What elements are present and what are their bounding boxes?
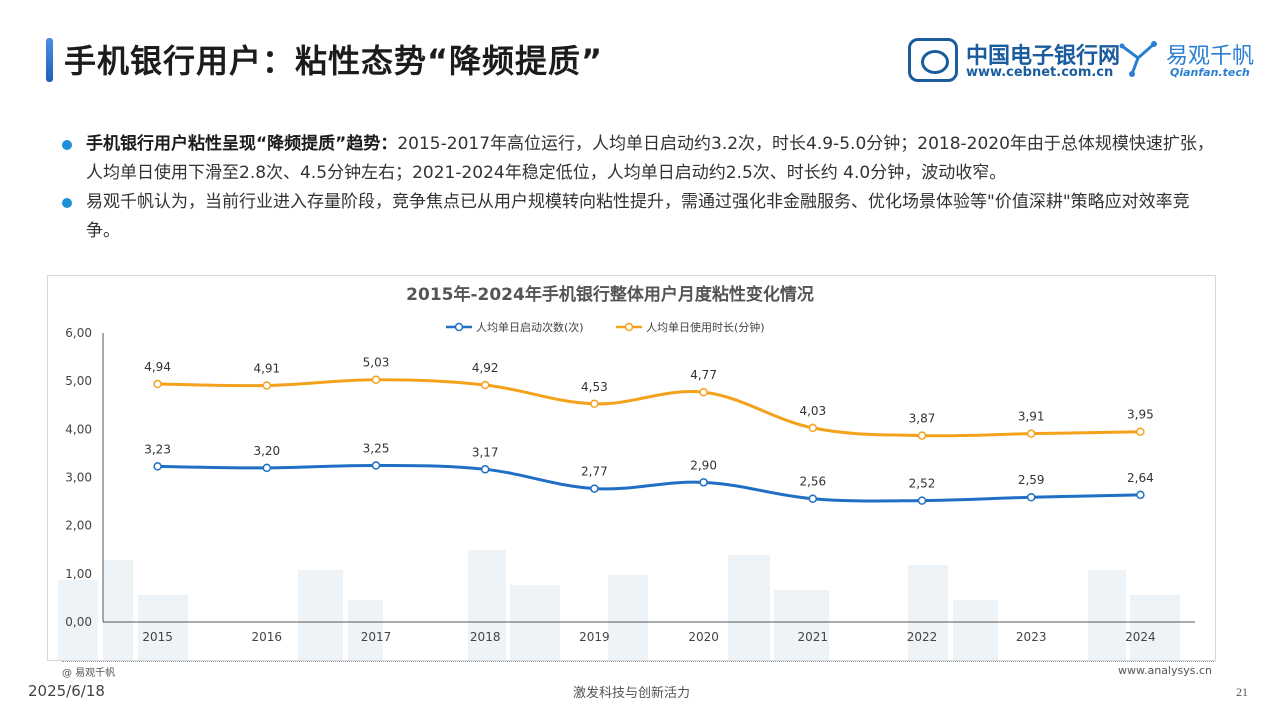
data-point — [917, 496, 927, 505]
data-label: 3,87 — [909, 412, 936, 426]
legend-marker — [624, 322, 634, 332]
qianfan-name: 易观千帆 — [1166, 44, 1255, 69]
cebnet-name: 中国电子银行网 — [966, 44, 1121, 69]
bullet-lead: 手机银行用户粘性呈现“降频提质”趋势： — [86, 134, 398, 154]
data-label: 3,91 — [1018, 410, 1045, 424]
data-point — [808, 494, 818, 503]
data-label: 2,59 — [1018, 473, 1045, 487]
qianfan-logo-icon — [1119, 41, 1157, 77]
footer-date: 2025/6/18 — [28, 682, 105, 700]
y-tick-label: 6,00 — [65, 326, 92, 340]
data-point — [808, 423, 818, 433]
data-label: 4,91 — [253, 362, 280, 376]
divider — [62, 661, 1214, 662]
page-number: 21 — [1236, 685, 1248, 699]
series-line — [157, 463, 1141, 503]
series-line — [157, 378, 1141, 438]
data-label: 4,94 — [144, 360, 171, 374]
y-tick-label: 5,00 — [65, 374, 92, 388]
data-point — [1136, 427, 1145, 436]
legend-label: 人均单日启动次数(次) — [476, 320, 584, 334]
data-point — [1026, 429, 1036, 438]
data-point — [699, 478, 708, 487]
x-tick-label: 2022 — [907, 630, 938, 644]
x-tick-label: 2018 — [470, 630, 501, 644]
chart-frame — [47, 275, 1216, 661]
data-label: 4,03 — [799, 404, 826, 418]
data-point — [262, 463, 272, 473]
data-label: 2,64 — [1127, 471, 1154, 485]
data-point — [371, 461, 381, 470]
bullet-list: 手机银行用户粘性呈现“降频提质”趋势：2015-2017年高位运行，人均单日启动… — [62, 130, 1222, 246]
x-tick-label: 2017 — [361, 630, 392, 644]
data-point — [480, 380, 490, 390]
x-tick-label: 2024 — [1125, 630, 1156, 644]
data-label: 5,03 — [363, 356, 390, 370]
y-tick-label: 0,00 — [65, 615, 92, 629]
data-point — [590, 484, 599, 493]
data-point — [1026, 492, 1036, 502]
data-label: 3,25 — [363, 441, 390, 455]
qianfan-english-name: Qianfan.tech — [1170, 66, 1250, 79]
x-tick-label: 2019 — [579, 630, 610, 644]
y-tick-label: 4,00 — [65, 422, 92, 436]
data-label: 3,23 — [144, 442, 171, 456]
data-point — [371, 375, 381, 384]
data-point — [917, 431, 927, 440]
bullet-item: 手机银行用户粘性呈现“降频提质”趋势：2015-2017年高位运行，人均单日启动… — [62, 130, 1222, 188]
bullet-text: 易观千帆认为，当前行业进入存量阶段，竞争焦点已从用户规模转向粘性提升，需通过强化… — [86, 192, 1190, 241]
x-tick-label: 2015 — [142, 630, 173, 644]
legend-label: 人均单日使用时长(分钟) — [646, 320, 765, 334]
data-label: 4,92 — [472, 361, 499, 375]
x-tick-label: 2020 — [688, 630, 719, 644]
data-point — [699, 387, 708, 397]
bullet-item: 易观千帆认为，当前行业进入存量阶段，竞争焦点已从用户规模转向粘性提升，需通过强化… — [62, 188, 1222, 246]
cebnet-url: www.cebnet.com.cn — [966, 65, 1114, 80]
page-title: 手机银行用户：粘性态势“降频提质” — [64, 42, 604, 80]
data-label: 3,95 — [1127, 408, 1154, 422]
city-skyline-background — [58, 550, 1180, 660]
chart-source: @ 易观千帆 — [62, 668, 116, 679]
data-point — [262, 381, 272, 390]
data-label: 2,56 — [799, 475, 826, 489]
bullet-dot-icon — [62, 198, 72, 208]
data-point — [153, 379, 162, 389]
legend-marker — [454, 322, 464, 332]
data-point — [590, 399, 599, 409]
data-point — [153, 462, 162, 471]
title-accent-bar — [46, 38, 53, 82]
y-tick-label: 3,00 — [65, 471, 92, 485]
data-label: 4,53 — [581, 380, 608, 394]
data-label: 4,77 — [690, 368, 717, 382]
data-label: 3,17 — [472, 445, 499, 459]
cebnet-logo-icon — [908, 38, 958, 82]
bullet-text: 2015-2017年高位运行，人均单日启动约3.2次，时长4.9-5.0分钟；2… — [86, 134, 1214, 183]
chart-title: 2015年-2024年手机银行整体用户月度粘性变化情况 — [406, 284, 814, 305]
x-tick-label: 2016 — [252, 630, 283, 644]
y-tick-label: 1,00 — [65, 567, 92, 581]
y-tick-label: 2,00 — [65, 519, 92, 533]
data-label: 2,52 — [909, 477, 936, 491]
bullet-dot-icon — [62, 140, 72, 150]
data-label: 2,77 — [581, 465, 608, 479]
data-point — [480, 465, 490, 474]
data-point — [1136, 490, 1145, 500]
footer-slogan: 激发科技与创新活力 — [573, 686, 691, 701]
x-tick-label: 2023 — [1016, 630, 1047, 644]
chart-site: www.analysys.cn — [1118, 664, 1212, 677]
data-label: 2,90 — [690, 458, 717, 472]
x-tick-label: 2021 — [798, 630, 829, 644]
data-label: 3,20 — [253, 444, 280, 458]
